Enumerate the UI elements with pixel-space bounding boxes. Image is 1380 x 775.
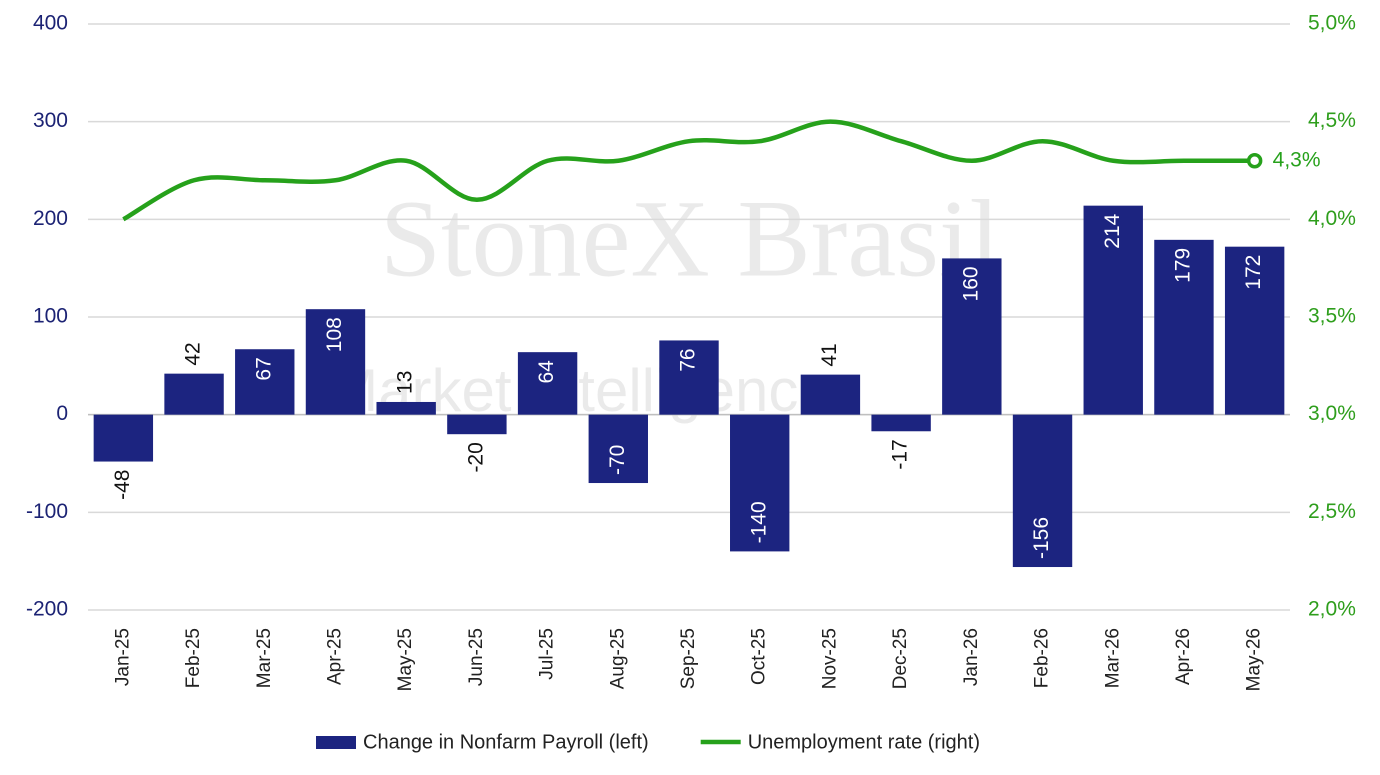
y2-tick-label: 5,0% <box>1308 12 1356 35</box>
bar <box>517 352 578 415</box>
bar <box>376 401 436 415</box>
x-tick-label: Feb-26 <box>1032 628 1053 688</box>
x-tick-label: Nov-25 <box>819 628 840 689</box>
data-label: -140 <box>747 501 770 543</box>
x-tick-label: Oct-25 <box>749 628 770 685</box>
y-tick-label: 200 <box>33 207 68 230</box>
bar <box>730 414 790 552</box>
bar <box>305 309 366 415</box>
y2-tick-label: 2,5% <box>1308 500 1356 523</box>
y-tick-label: 0 <box>56 402 68 425</box>
data-label: -48 <box>111 470 134 500</box>
x-tick-label: Jun-25 <box>466 628 487 686</box>
bar <box>588 414 648 484</box>
y-tick-label: 400 <box>33 12 68 35</box>
x-tick-label: Mar-25 <box>254 628 275 688</box>
data-label: 76 <box>677 348 700 371</box>
legend-label: Change in Nonfarm Payroll (left) <box>363 731 649 753</box>
bar <box>1083 205 1143 415</box>
data-label: 4,3% <box>1273 148 1321 171</box>
x-tick-label: Jan-25 <box>112 628 133 686</box>
x-tick-label: Mar-26 <box>1102 628 1123 688</box>
bar <box>942 258 1002 415</box>
bar <box>659 340 719 415</box>
bar <box>164 373 224 415</box>
data-label: 160 <box>959 266 982 301</box>
y2-tick-label: 3,5% <box>1308 305 1356 328</box>
bar <box>447 414 507 435</box>
data-label: -17 <box>889 439 912 469</box>
data-label: 67 <box>252 357 275 380</box>
data-label: 41 <box>818 343 841 366</box>
bar <box>93 414 154 462</box>
bar <box>800 374 861 415</box>
x-tick-label: Dec-25 <box>890 628 911 689</box>
y-tick-label: -200 <box>26 598 68 621</box>
y-tick-label: 100 <box>33 305 68 328</box>
legend-label: Unemployment rate (right) <box>748 731 980 753</box>
data-label: -20 <box>464 442 487 472</box>
data-label: 64 <box>535 360 558 384</box>
y2-tick-label: 3,0% <box>1308 402 1356 425</box>
x-tick-label: Jan-26 <box>961 628 982 686</box>
data-label: 179 <box>1171 248 1194 283</box>
y2-tick-label: 4,0% <box>1308 207 1356 230</box>
line <box>122 119 1255 222</box>
x-tick-label: May-26 <box>1244 628 1265 691</box>
bar <box>235 349 295 415</box>
bar <box>871 414 931 432</box>
bar <box>1012 414 1073 568</box>
watermark: StoneX Brasil <box>380 177 1000 299</box>
data-label: 172 <box>1242 255 1265 290</box>
y-tick-label: 300 <box>33 109 68 132</box>
x-tick-label: Jul-25 <box>537 628 558 680</box>
y2-tick-label: 4,5% <box>1308 109 1356 132</box>
bar <box>1224 246 1285 415</box>
y2-tick-label: 2,0% <box>1308 598 1356 621</box>
x-tick-label: Aug-25 <box>607 628 628 689</box>
y-tick-label: -100 <box>26 500 68 523</box>
data-label: 214 <box>1101 213 1124 248</box>
x-tick-label: Feb-25 <box>183 628 204 688</box>
data-label: 13 <box>394 371 417 394</box>
x-tick-label: May-25 <box>395 628 416 691</box>
end-marker <box>1246 152 1263 169</box>
data-label: -70 <box>606 445 629 475</box>
data-label: 42 <box>182 342 205 365</box>
x-tick-label: Apr-25 <box>324 628 345 685</box>
x-tick-label: Sep-25 <box>678 628 699 689</box>
bar <box>1154 239 1214 415</box>
x-tick-label: Apr-26 <box>1173 628 1194 685</box>
data-label: -156 <box>1030 517 1053 559</box>
legend-swatch <box>316 736 356 749</box>
data-label: 108 <box>323 317 346 352</box>
